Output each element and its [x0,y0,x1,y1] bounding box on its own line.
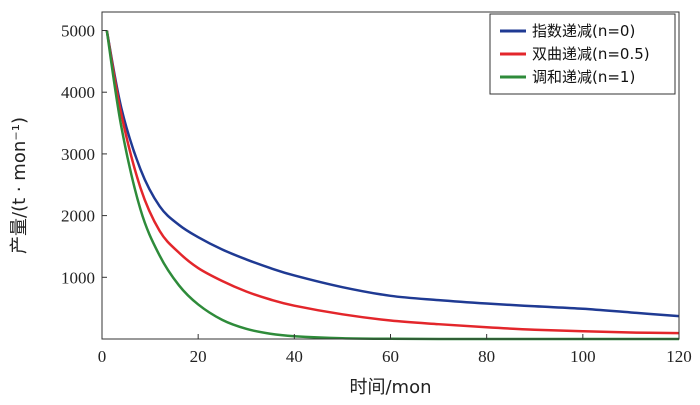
legend-label-2: 双曲递减(n=0.5) [532,45,650,63]
legend: 指数递减(n=0) 双曲递减(n=0.5) 调和递减(n=1) [489,13,676,95]
x-axis-title: 时间/mon [349,377,431,398]
y-tick-label: 3000 [61,145,95,164]
x-tick-label: 100 [570,347,596,366]
x-tick-label: 80 [478,347,495,366]
y-axis: 1000 2000 3000 4000 5000 [61,22,107,287]
x-axis: 0 20 40 60 80 100 120 [98,334,692,366]
x-tick-label: 0 [98,347,107,366]
y-tick-label: 2000 [61,207,95,226]
x-tick-label: 20 [190,347,207,366]
x-tick-label: 40 [286,347,303,366]
y-tick-label: 1000 [61,268,95,287]
y-axis-title: 产量/(t · mon⁻¹) [9,117,30,254]
legend-label-3: 调和递减(n=1) [532,68,635,86]
series-line-2 [105,30,680,335]
x-tick-label: 120 [666,347,692,366]
legend-label-1: 指数递减(n=0) [532,22,635,40]
y-tick-label: 4000 [61,83,95,102]
y-tick-label: 5000 [61,22,95,41]
x-tick-label: 60 [382,347,399,366]
series-line-1 [105,30,680,318]
